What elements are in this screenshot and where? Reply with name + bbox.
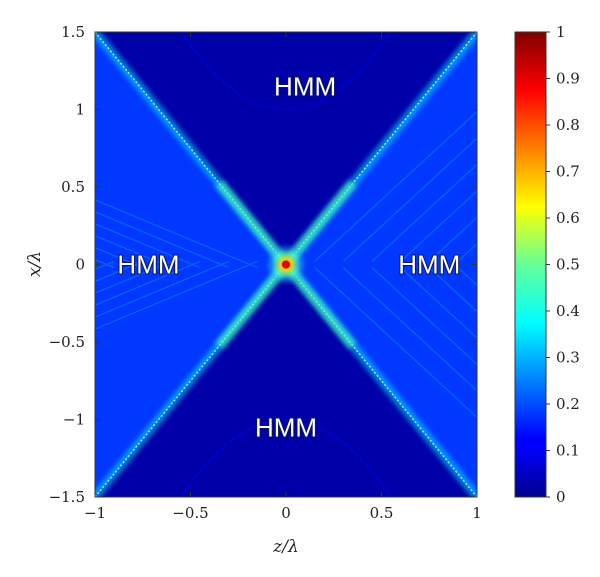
- y-tick-label: 1.5: [61, 23, 85, 41]
- x-tick-label: −1: [84, 504, 106, 522]
- ripple-line: [400, 190, 477, 262]
- ripple-line: [428, 216, 477, 262]
- ripple-line: [95, 235, 172, 269]
- ripple-line: [95, 247, 143, 269]
- y-tick-label: 1: [75, 101, 85, 119]
- y-axis: −1.5 −1 −0.5 0 0.5 1 1.5: [49, 23, 477, 506]
- ripple-line: [95, 260, 229, 318]
- ripple-line: [371, 163, 477, 262]
- colorbar-tick-label: 0: [556, 488, 566, 506]
- ripple-line: [95, 260, 258, 330]
- y-tick-label: −1.5: [49, 488, 85, 506]
- colorbar-gradient: [515, 32, 546, 497]
- colorbar-tick-label: 0.4: [556, 302, 580, 320]
- colorbar: 0 0.1 0.2 0.3 0.4 0.5 0.6 0.7 0.8 0.9 1: [514, 23, 580, 506]
- cone-right: [286, 32, 477, 497]
- x-tick-label: −0.5: [172, 504, 208, 522]
- ripple-line: [95, 260, 201, 306]
- ripple-line: [371, 267, 477, 366]
- ripple-line: [314, 267, 477, 419]
- colorbar-tick-label: 1: [556, 23, 566, 41]
- ripple-line: [95, 260, 143, 282]
- colorbar-tick-label: 0.3: [556, 349, 580, 367]
- ripple-line: [95, 199, 258, 269]
- region-label-hmm: HMM: [255, 412, 317, 442]
- colorbar-ticks: 0 0.1 0.2 0.3 0.4 0.5 0.6 0.7 0.8 0.9 1: [546, 23, 580, 506]
- colorbar-tick-label: 0.2: [556, 395, 580, 413]
- cone-ripples: [95, 110, 477, 419]
- colorbar-tick-label: 0.1: [556, 442, 580, 460]
- region-label-hmm: HMM: [117, 250, 179, 280]
- x-axis: −1 −0.5 0 0.5 1: [84, 32, 482, 522]
- ripple-line: [342, 137, 477, 262]
- region-label-hmm: HMM: [398, 250, 460, 280]
- arc-top: [180, 32, 392, 111]
- x-tick-label: 0: [281, 504, 291, 522]
- ripple-line: [314, 110, 477, 262]
- colorbar-tick-label: 0.9: [556, 70, 580, 88]
- plot-area: [94, 31, 478, 498]
- arc-features: [180, 32, 392, 497]
- y-tick-label: −0.5: [49, 333, 85, 351]
- x-tick-label: 0.5: [370, 504, 394, 522]
- y-tick-label: 0.5: [61, 178, 85, 196]
- ripple-line: [428, 267, 477, 313]
- x-axis-label: z/λ: [272, 537, 298, 557]
- region-labels: HMM HMM HMM HMM: [116, 70, 461, 443]
- source-peak-core: [282, 260, 290, 269]
- ripple-line: [95, 211, 229, 269]
- ripple-line: [95, 260, 172, 294]
- ripple-line: [95, 223, 201, 269]
- colorbar-tick-label: 0.8: [556, 116, 580, 134]
- colorbar-tick-label: 0.5: [556, 256, 580, 274]
- field-map: [95, 32, 477, 497]
- x-tick-label: 1: [472, 504, 482, 522]
- ripple-line: [400, 267, 477, 339]
- region-label-hmm: HMM: [274, 71, 336, 101]
- colorbar-tick-label: 0.6: [556, 209, 580, 227]
- cone-left: [95, 32, 286, 497]
- colorbar-tick-label: 0.7: [556, 163, 580, 181]
- y-tick-label: 0: [75, 256, 85, 274]
- y-axis-label: x/λ: [25, 251, 45, 277]
- ripple-line: [342, 267, 477, 392]
- arc-bottom: [180, 418, 392, 497]
- y-tick-label: −1: [63, 411, 85, 429]
